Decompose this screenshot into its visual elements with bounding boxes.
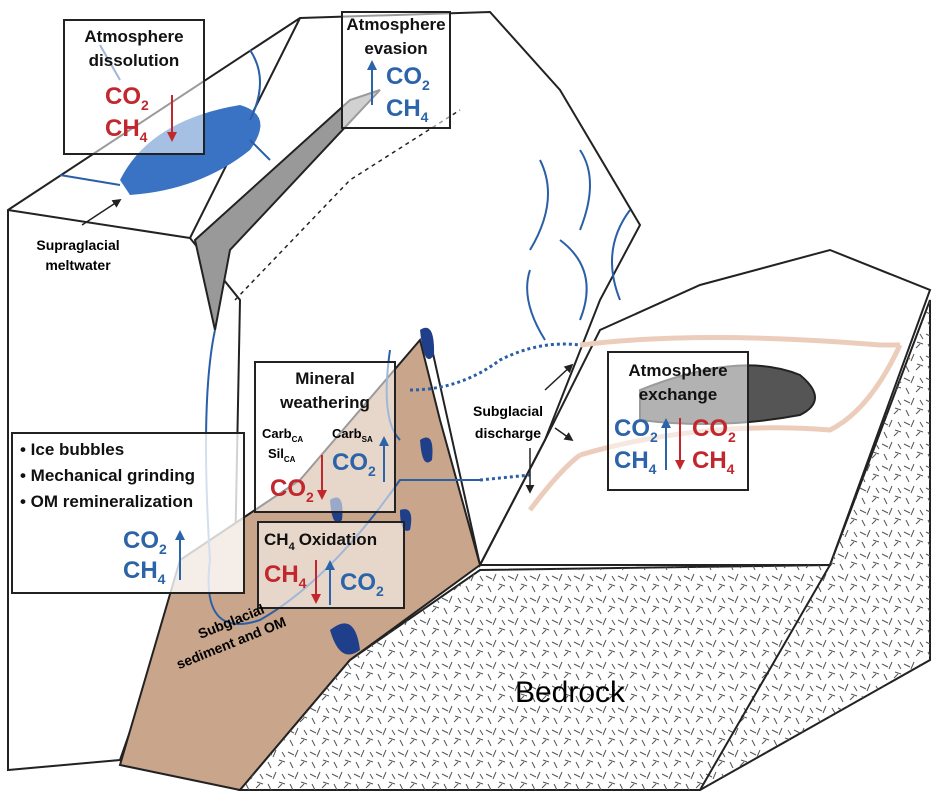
text-part: 4 xyxy=(158,571,166,587)
item: • OM remineralization xyxy=(20,492,193,511)
text-part: Sil xyxy=(268,446,284,461)
gas: CO2 xyxy=(692,415,736,445)
ice-processes-box: • Ice bubbles • Mechanical grinding • OM… xyxy=(11,432,245,594)
text-part: 4 xyxy=(649,461,657,477)
atmosphere-exchange-box: Atmosphere exchange CO2 CH4 CO2 CH4 xyxy=(607,351,749,491)
text-part: 4 xyxy=(421,109,429,125)
gas: CH4 xyxy=(105,115,148,145)
gas: CO2 xyxy=(386,63,430,93)
label: Supraglacial xyxy=(36,237,119,253)
gas: CO2 xyxy=(105,83,149,113)
gas: CO2 xyxy=(123,527,167,557)
gas: CH4 xyxy=(386,95,429,125)
title: CH4 Oxidation xyxy=(264,530,377,553)
gas: CO2 xyxy=(332,449,376,479)
text-part: Carb xyxy=(262,426,292,441)
bedrock-label: Bedrock xyxy=(515,676,626,709)
title: exchange xyxy=(639,385,717,404)
mineral: CarbSA xyxy=(332,426,373,444)
text-part: 2 xyxy=(159,541,167,557)
gas: CH4 xyxy=(264,561,307,591)
ch4-oxidation-box: CH4 Oxidation CH4 CO2 xyxy=(257,521,405,609)
mineral: SilCA xyxy=(268,446,296,464)
text-part: SA xyxy=(362,435,373,444)
atmosphere-dissolution-box: Atmosphere dissolution CO2 CH4 xyxy=(63,19,205,155)
text-part: CH xyxy=(264,530,289,549)
text-part: CA xyxy=(292,435,304,444)
gas: CH4 xyxy=(123,557,166,587)
text-part: CO xyxy=(123,527,159,554)
text-part: CH xyxy=(692,447,727,474)
title: Atmosphere xyxy=(628,361,727,380)
title: Atmosphere xyxy=(84,27,183,46)
label: discharge xyxy=(475,425,541,441)
title: Atmosphere xyxy=(346,15,445,34)
text-part: CO xyxy=(340,569,376,596)
text-part: CH xyxy=(105,115,140,142)
subglacial-discharge-label: Subglacial discharge xyxy=(473,363,574,494)
text-part: 2 xyxy=(728,429,736,445)
text-part: CH xyxy=(123,557,158,584)
atmosphere-evasion-box: Atmosphere evasion CO2 CH4 xyxy=(341,11,451,129)
gas: CO2 xyxy=(340,569,384,599)
text-part: 2 xyxy=(376,583,384,599)
mineral-weathering-box: Mineral weathering CarbCA SilCA CarbSA C… xyxy=(254,361,396,513)
item: • Mechanical grinding xyxy=(20,466,195,485)
title: Mineral xyxy=(295,369,355,388)
label: meltwater xyxy=(45,257,111,273)
text-part: 4 xyxy=(727,461,735,477)
label: Subglacial xyxy=(473,403,543,419)
text-part: CO xyxy=(270,475,306,502)
gas: CH4 xyxy=(692,447,735,477)
gas: CO2 xyxy=(614,415,658,445)
title: dissolution xyxy=(89,51,180,70)
supraglacial-label: Supraglacial meltwater xyxy=(36,199,122,273)
text-part: 2 xyxy=(306,489,314,505)
text-part: CA xyxy=(284,455,296,464)
gas: CO2 xyxy=(270,475,314,505)
title: evasion xyxy=(364,39,427,58)
text-part: Carb xyxy=(332,426,362,441)
text-part: CO xyxy=(614,415,650,442)
mineral: CarbCA xyxy=(262,426,303,444)
text-part: 2 xyxy=(368,463,376,479)
text-part: 2 xyxy=(422,77,430,93)
text-part: CO xyxy=(105,83,141,110)
text-part: 4 xyxy=(289,541,296,553)
text-part: CO xyxy=(692,415,728,442)
text-part: Oxidation xyxy=(299,530,377,549)
title: weathering xyxy=(279,393,370,412)
text-part: CH xyxy=(386,95,421,122)
text-part: 4 xyxy=(299,575,307,591)
text-part: CH xyxy=(614,447,649,474)
item: • Ice bubbles xyxy=(20,440,124,459)
text-part: CO xyxy=(386,63,422,90)
gas: CH4 xyxy=(614,447,657,477)
text-part: CH xyxy=(264,561,299,588)
text-part: 4 xyxy=(140,129,148,145)
text-part: 2 xyxy=(650,429,658,445)
text-part: CO xyxy=(332,449,368,476)
text-part: 2 xyxy=(141,97,149,113)
